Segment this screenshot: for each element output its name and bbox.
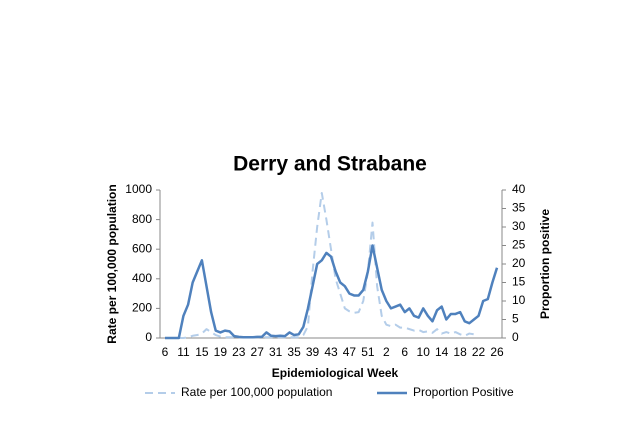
x-tick-label: 47 (343, 345, 357, 359)
y2-tick-label: 35 (512, 201, 526, 215)
legend-label: Rate per 100,000 population (181, 385, 332, 399)
legend-label: Proportion Positive (413, 385, 514, 399)
y2-tick-label: 30 (512, 219, 526, 233)
x-tick-label: 2 (383, 345, 390, 359)
y2-tick-label: 5 (512, 312, 519, 326)
x-tick-label: 26 (490, 345, 504, 359)
y2-tick-label: 10 (512, 293, 526, 307)
x-tick-label: 10 (417, 345, 431, 359)
y2-tick-label: 25 (512, 238, 526, 252)
y-tick-label: 0 (145, 330, 152, 344)
y2-tick-label: 0 (512, 330, 519, 344)
chart-title: Derry and Strabane (233, 153, 427, 176)
y2-tick-label: 15 (512, 275, 526, 289)
x-tick-label: 18 (453, 345, 467, 359)
x-tick-label: 11 (177, 345, 190, 359)
x-tick-label: 22 (472, 345, 486, 359)
x-tick-label: 15 (195, 345, 209, 359)
y2-tick-label: 40 (512, 182, 526, 196)
series-line (165, 244, 499, 340)
y-tick-label: 200 (132, 301, 152, 315)
x-tick-label: 14 (435, 345, 449, 359)
series-line (165, 191, 475, 339)
x-tick-label: 43 (324, 345, 338, 359)
x-tick-label: 23 (232, 345, 246, 359)
y-tick-label: 1000 (125, 182, 152, 196)
y2-tick-label: 20 (512, 256, 526, 270)
y2-axis-title: Proportion positive (538, 209, 552, 319)
y-axis-title: Rate per 100,000 population (105, 184, 119, 343)
x-tick-label: 39 (306, 345, 320, 359)
x-tick-label: 35 (287, 345, 301, 359)
y-tick-label: 800 (132, 212, 152, 226)
x-tick-label: 27 (251, 345, 265, 359)
x-axis-title: Epidemiological Week (272, 366, 399, 380)
x-tick-label: 6 (162, 345, 169, 359)
x-tick-label: 51 (361, 345, 375, 359)
y-tick-label: 400 (132, 271, 152, 285)
x-tick-label: 19 (214, 345, 228, 359)
y-tick-label: 600 (132, 241, 152, 255)
x-tick-label: 31 (269, 345, 283, 359)
x-tick-label: 6 (401, 345, 408, 359)
